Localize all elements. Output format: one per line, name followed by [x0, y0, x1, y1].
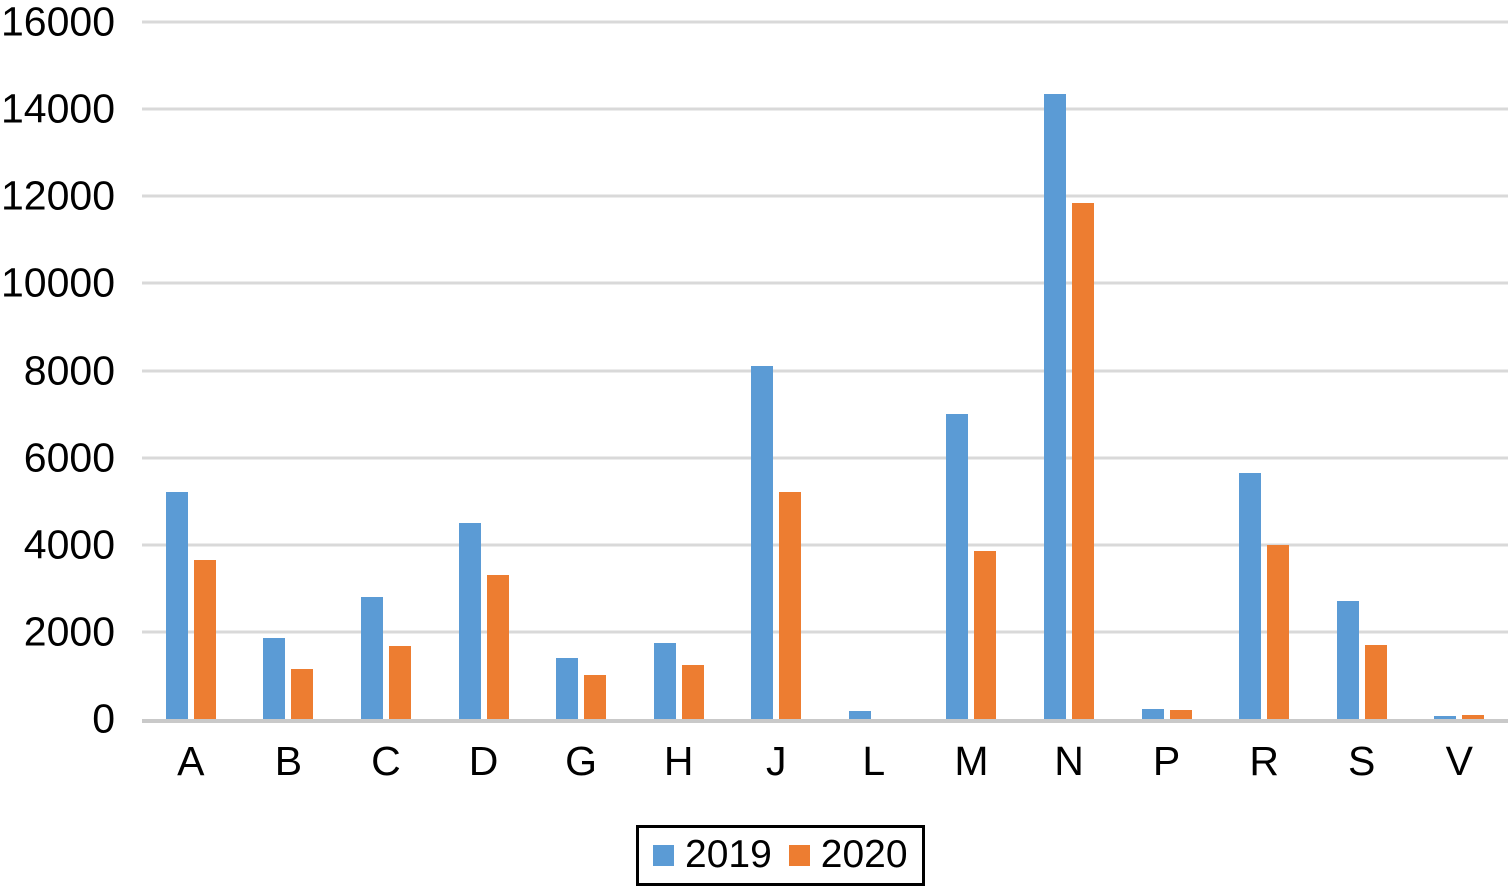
bar-2019-N — [1043, 93, 1066, 719]
legend-label-2019: 2019 — [685, 833, 772, 876]
bar-2019-A — [165, 492, 188, 719]
bar-2019-C — [360, 597, 383, 719]
y-tick-label-12000: 12000 — [0, 172, 115, 219]
bar-2019-H — [653, 642, 676, 719]
bar-2019-V — [1434, 715, 1457, 719]
legend-swatch-2020 — [788, 844, 810, 866]
y-tick-label-2000: 2000 — [23, 608, 115, 655]
bar-2020-H — [681, 664, 704, 719]
y-axis: 0 2000 4000 6000 8000 10000 12000 14000 16000 — [0, 1, 115, 739]
bar-group-H — [630, 22, 728, 719]
gridline-14000 — [142, 107, 1508, 111]
bar-2019-L — [848, 711, 871, 719]
x-tick-label-R: R — [1249, 738, 1279, 784]
x-tick-label-B: B — [274, 738, 303, 784]
bar-group-S — [1313, 22, 1411, 719]
legend-swatch-2019 — [653, 844, 674, 866]
bar-group-N — [1020, 22, 1118, 719]
gridline-2000 — [142, 630, 1508, 634]
gridline-12000 — [142, 194, 1508, 198]
bar-group-V — [1411, 22, 1509, 719]
bar-2019-B — [263, 638, 286, 719]
bar-group-D — [435, 22, 533, 719]
bar-group-B — [240, 22, 338, 719]
x-tick-label-H: H — [663, 738, 694, 784]
plot-area — [142, 20, 1508, 723]
bar-2019-S — [1336, 601, 1359, 719]
x-tick-label-N: N — [1054, 738, 1084, 784]
bar-group-A — [142, 22, 240, 719]
bar-2020-C — [388, 646, 411, 719]
x-axis-line — [142, 719, 1508, 723]
bar-group-C — [337, 22, 435, 719]
bar-groups — [142, 22, 1508, 719]
y-tick-label-4000: 4000 — [23, 521, 115, 568]
y-tick-label-6000: 6000 — [23, 434, 115, 481]
legend-label-2020: 2020 — [820, 833, 908, 876]
x-tick-label-G: G — [565, 738, 598, 784]
bar-2020-V — [1462, 715, 1485, 719]
x-tick-label-M: M — [954, 738, 989, 784]
bar-2020-N — [1071, 202, 1094, 719]
y-tick-label-10000: 10000 — [0, 259, 115, 306]
bar-2020-P — [1169, 709, 1192, 719]
y-tick-label-8000: 8000 — [23, 347, 115, 393]
gridline-8000 — [142, 369, 1508, 372]
bar-2019-J — [751, 366, 774, 719]
gridline-4000 — [142, 543, 1508, 547]
bar-group-R — [1215, 22, 1313, 719]
gridlines — [142, 20, 1508, 723]
x-tick-label-J: J — [766, 738, 787, 784]
bar-group-G — [532, 22, 630, 719]
legend-item-2019: 2019 — [653, 833, 772, 878]
bar-2019-M — [946, 414, 969, 719]
bar-group-L — [825, 22, 923, 719]
x-tick-label-A: A — [177, 738, 205, 784]
x-tick-label-L: L — [862, 738, 886, 784]
bar-2020-G — [584, 675, 607, 719]
bar-2020-R — [1267, 544, 1290, 719]
legend: 2019 2020 — [636, 825, 925, 886]
x-tick-label-P: P — [1152, 738, 1181, 784]
bar-2019-D — [458, 522, 481, 719]
y-tick-label-14000: 14000 — [0, 85, 115, 132]
y-tick-label-0: 0 — [92, 695, 115, 742]
bar-2020-J — [779, 492, 802, 719]
bar-group-J — [727, 22, 825, 719]
x-tick-label-D: D — [468, 738, 499, 784]
bar-2020-B — [291, 668, 314, 719]
gridline-16000 — [142, 20, 1508, 24]
x-tick-label-C: C — [371, 738, 401, 784]
x-tick-label-S: S — [1348, 738, 1376, 784]
legend-item-2020: 2020 — [788, 833, 908, 878]
bar-group-P — [1118, 22, 1216, 719]
gridline-6000 — [142, 456, 1508, 460]
bar-2020-M — [974, 551, 997, 719]
bar-2019-R — [1239, 472, 1262, 719]
bar-group-M — [923, 22, 1021, 719]
bar-2019-G — [556, 658, 579, 719]
bar-2020-D — [486, 575, 509, 719]
x-tick-label-V: V — [1445, 738, 1473, 784]
gridline-10000 — [142, 281, 1508, 285]
bar-2020-S — [1364, 644, 1387, 719]
y-tick-label-16000: 16000 — [0, 0, 115, 45]
bar-2020-A — [193, 560, 216, 719]
bar-2019-P — [1141, 708, 1164, 719]
